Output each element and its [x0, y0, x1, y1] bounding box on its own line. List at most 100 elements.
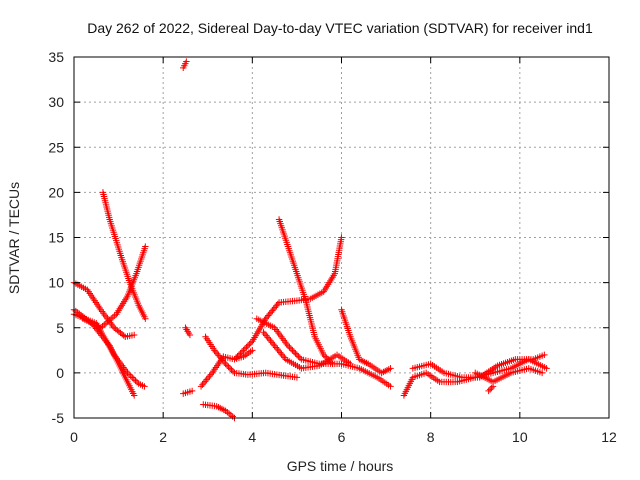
data-point [249, 347, 256, 354]
data-point [235, 351, 243, 359]
y-tick-label: 25 [48, 139, 64, 155]
y-tick-label: 30 [48, 94, 64, 110]
data-point [130, 331, 138, 339]
series-track-k [202, 333, 301, 381]
data-point [222, 360, 229, 368]
ticks: 0 2 4 6 8 10 12 -5 0 5 10 15 20 25 30 35 [48, 49, 617, 445]
x-tick-label: 10 [512, 429, 528, 445]
chart-title: Day 262 of 2022, Sidereal Day-to-day VTE… [87, 20, 593, 36]
y-tick-label: 10 [48, 275, 64, 291]
x-tick-label: 4 [248, 429, 256, 445]
data-point [266, 310, 273, 318]
data-point [223, 362, 231, 369]
series-track-h [180, 387, 196, 397]
x-tick-label: 0 [70, 429, 78, 445]
data-point [244, 342, 252, 349]
y-tick-label: 15 [48, 230, 64, 246]
data-points [70, 58, 550, 422]
y-tick-label: -5 [52, 410, 65, 426]
series-track-p [338, 306, 394, 377]
data-point [130, 375, 138, 383]
data-point [125, 371, 133, 378]
data-point [293, 351, 301, 359]
series-track-g [182, 324, 194, 339]
data-point [485, 387, 492, 395]
y-axis-label: SDTVAR / TECUs [6, 182, 22, 294]
series-track-n [275, 216, 336, 368]
data-point [237, 350, 244, 357]
data-point [129, 374, 136, 381]
data-point [273, 302, 280, 309]
data-point [226, 365, 234, 372]
x-tick-label: 6 [338, 429, 346, 445]
data-point [225, 363, 232, 371]
data-point [120, 332, 127, 339]
data-point [133, 378, 141, 386]
data-point [130, 392, 138, 399]
data-point [270, 305, 277, 313]
data-point [320, 351, 327, 359]
series-track-r [409, 351, 548, 381]
data-point [183, 58, 190, 65]
data-point [124, 369, 131, 377]
data-point [132, 377, 139, 384]
data-point [247, 339, 255, 346]
data-point [295, 353, 302, 360]
data-point [238, 348, 246, 356]
data-point [489, 383, 497, 390]
data-point [321, 353, 329, 360]
data-point [543, 365, 550, 372]
data-point [292, 350, 299, 357]
series-track-l [231, 234, 345, 363]
data-point [262, 315, 269, 322]
data-point [142, 243, 149, 250]
series-track-e [79, 243, 149, 331]
series-track-d [99, 189, 149, 322]
data-point [188, 387, 196, 395]
x-tick-label: 12 [601, 429, 617, 445]
data-point [286, 344, 293, 351]
data-point [267, 309, 275, 316]
data-point [269, 307, 276, 314]
x-tick-label: 2 [159, 429, 167, 445]
x-axis-label: GPS time / hours [287, 458, 394, 474]
data-point [141, 383, 148, 390]
data-point [538, 369, 546, 377]
data-point [240, 347, 247, 354]
data-point [486, 386, 494, 393]
data-point [338, 234, 345, 241]
data-point [229, 368, 237, 375]
series-track-t [485, 383, 497, 395]
data-point [234, 353, 241, 360]
data-point [387, 383, 394, 390]
data-point [228, 366, 235, 374]
data-point [347, 360, 354, 368]
data-point [293, 374, 301, 381]
data-point [232, 354, 240, 362]
data-point [387, 365, 394, 372]
data-point [186, 331, 194, 339]
series-track-s [472, 365, 546, 386]
data-point [265, 312, 272, 319]
data-point [241, 345, 249, 353]
data-point [127, 372, 134, 380]
x-tick-label: 8 [427, 429, 435, 445]
data-point [287, 345, 295, 353]
data-point [243, 344, 250, 351]
data-point [290, 348, 298, 356]
data-point [274, 300, 281, 308]
y-tick-label: 35 [48, 49, 64, 65]
y-tick-label: 5 [56, 320, 64, 336]
data-point [263, 313, 271, 321]
series-track-o [260, 329, 354, 372]
y-tick-label: 20 [48, 184, 64, 200]
data-point [271, 304, 279, 311]
series-track-j [200, 401, 238, 422]
data-point [142, 315, 149, 322]
data-point [296, 354, 304, 362]
data-point [329, 360, 336, 368]
series-track-f [180, 58, 190, 72]
data-point [289, 347, 296, 354]
